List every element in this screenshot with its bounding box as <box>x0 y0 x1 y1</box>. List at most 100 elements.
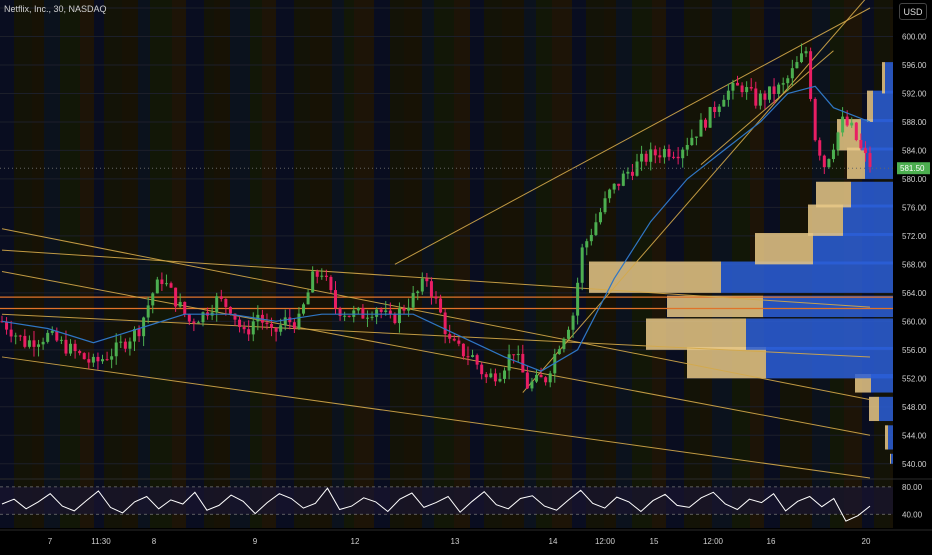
candle-body <box>754 88 758 106</box>
candle-body <box>813 98 817 141</box>
candle-body <box>347 315 351 317</box>
rsi-tick-label: 80.00 <box>902 483 923 492</box>
volume-profile-down <box>879 396 893 422</box>
candle-body <box>461 343 465 357</box>
candle-body <box>672 156 676 158</box>
candle-body <box>96 356 100 362</box>
volume-profile-up <box>687 346 766 379</box>
candle-body <box>233 313 237 320</box>
candle-body <box>777 84 781 94</box>
time-tick-label: 8 <box>152 537 157 546</box>
candle-body <box>320 275 324 277</box>
volume-profile <box>589 62 893 464</box>
candle-body <box>822 155 826 168</box>
candle-body <box>535 374 539 382</box>
volume-profile-down <box>843 204 893 236</box>
trendline <box>1 228 871 401</box>
candle-body <box>566 329 570 339</box>
candle-body <box>717 106 721 112</box>
candle-body <box>457 340 461 344</box>
time-tick-label: 15 <box>650 537 659 546</box>
candle-body <box>50 330 54 333</box>
volume-profile-up <box>867 90 873 122</box>
candle-body <box>370 316 374 318</box>
candle-body <box>740 85 744 93</box>
candle-body <box>164 283 168 285</box>
price-tick-label: 560.00 <box>902 317 927 326</box>
candle-body <box>27 340 31 347</box>
candles <box>0 43 872 392</box>
candle-body <box>685 145 689 150</box>
candle-body <box>635 161 639 176</box>
candle-body <box>841 116 845 133</box>
time-tick-label: 11:30 <box>91 537 111 546</box>
candle-body <box>649 149 653 162</box>
price-tick-label: 600.00 <box>902 32 927 41</box>
candle-body <box>772 86 776 94</box>
time-tick-label: 20 <box>862 537 871 546</box>
candle-body <box>196 322 200 324</box>
volume-profile-up <box>816 181 851 208</box>
candle-body <box>238 319 242 328</box>
candle-body <box>612 183 616 190</box>
volume-profile-down <box>721 261 893 293</box>
candle-body <box>407 307 411 311</box>
candle-body <box>790 68 794 79</box>
volume-profile-down <box>873 90 893 122</box>
candle-body <box>41 341 45 345</box>
candle-body <box>174 287 178 307</box>
candle-body <box>598 212 602 223</box>
candle-body <box>292 322 296 329</box>
candle-body <box>105 359 109 361</box>
price-tick-label: 588.00 <box>902 118 927 127</box>
volume-profile-up <box>847 147 865 179</box>
volume-profile-up <box>667 295 763 318</box>
candle-body <box>699 119 703 137</box>
candle-body <box>571 315 575 330</box>
candle-body <box>850 122 854 126</box>
candle-body <box>397 308 401 324</box>
candle-body <box>429 281 433 297</box>
volume-profile-up <box>755 233 813 265</box>
candle-body <box>270 323 274 328</box>
candle-body <box>192 321 196 324</box>
candle-body <box>512 354 516 356</box>
candle-body <box>452 338 456 341</box>
trendline <box>522 0 866 393</box>
candle-body <box>32 340 36 347</box>
volume-profile-up <box>646 318 746 350</box>
price-tick-label: 564.00 <box>902 289 927 298</box>
candle-body <box>525 372 529 389</box>
time-tick-label: 12:00 <box>595 537 616 546</box>
candle-body <box>9 329 13 337</box>
rsi-tick-label: 40.00 <box>902 510 923 519</box>
candle-body <box>178 301 182 307</box>
candle-body <box>283 317 287 326</box>
price-tick-label: 568.00 <box>902 260 927 269</box>
candle-body <box>781 83 785 85</box>
candle-body <box>388 310 392 315</box>
candle-body <box>73 343 77 352</box>
candle-body <box>279 325 283 332</box>
candle-body <box>503 370 507 379</box>
candle-body <box>82 353 86 360</box>
volume-profile-up <box>589 261 721 293</box>
candle-body <box>311 271 315 293</box>
price-tick-label: 580.00 <box>902 175 927 184</box>
candle-body <box>443 312 447 335</box>
currency-button[interactable]: USD <box>899 3 927 20</box>
candle-body <box>306 292 310 305</box>
candle-body <box>704 119 708 128</box>
volume-profile-up <box>869 396 879 422</box>
candle-body <box>183 301 187 315</box>
candle-body <box>507 354 511 371</box>
candle-body <box>393 314 397 324</box>
price-tick-label: 576.00 <box>902 203 927 212</box>
candle-body <box>274 327 278 332</box>
candle-body <box>480 364 484 375</box>
candle-body <box>23 335 27 347</box>
time-axis: 7 11:30 8 9 12 13 14 12:00 15 12:00 16 20 <box>0 529 932 546</box>
candle-body <box>681 149 685 159</box>
candle-body <box>662 149 666 158</box>
